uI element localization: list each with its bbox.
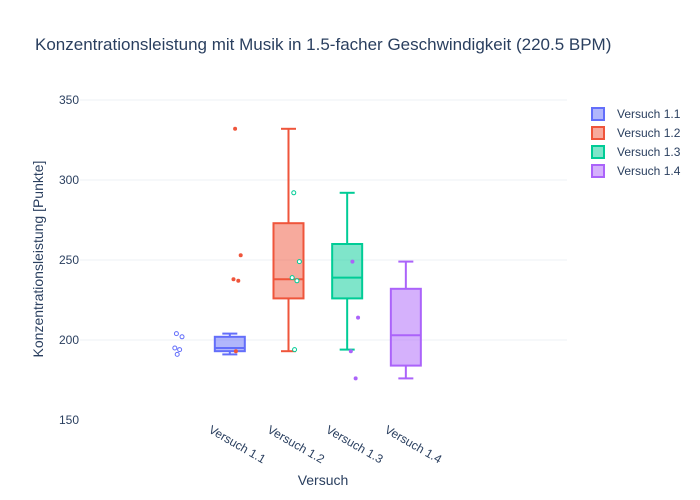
legend-label: Versuch 1.1 [617, 107, 681, 121]
box-iqr [331, 243, 364, 300]
y-tick-label: 300 [59, 173, 79, 187]
data-point [233, 126, 238, 131]
data-point [348, 349, 353, 354]
legend-swatch [591, 126, 605, 140]
legend-swatch [591, 107, 605, 121]
legend-item-3[interactable]: Versuch 1.3 [591, 145, 681, 159]
legend-swatch [591, 145, 605, 159]
box-iqr [389, 287, 422, 367]
data-point [294, 278, 300, 284]
data-point [292, 347, 298, 353]
y-tick-label: 350 [59, 93, 79, 107]
legend-label: Versuch 1.3 [617, 145, 681, 159]
box-3[interactable] [289, 190, 364, 353]
legend-item-1[interactable]: Versuch 1.1 [591, 107, 681, 121]
data-point [177, 347, 183, 353]
legend-label: Versuch 1.2 [617, 126, 681, 140]
data-point [233, 349, 238, 354]
y-tick-label: 150 [59, 413, 79, 427]
data-point [236, 278, 241, 283]
x-axis-title: Versuch [298, 472, 349, 488]
chart-title: Konzentrationsleistung mit Musik in 1.5-… [35, 35, 611, 54]
data-point [231, 277, 236, 282]
data-point [350, 259, 355, 264]
box-iqr [213, 335, 246, 353]
gridlines [80, 99, 567, 341]
data-point [173, 331, 179, 337]
y-tick-label: 200 [59, 333, 79, 347]
data-point [174, 351, 180, 357]
x-tick-label: Versuch 1.1 [206, 422, 268, 466]
data-point [353, 376, 358, 381]
data-point [356, 315, 361, 320]
data-point [238, 253, 243, 258]
y-axis-title: Konzentrationsleistung [Punkte] [30, 161, 46, 358]
x-tick-label: Versuch 1.2 [265, 422, 327, 466]
data-point [291, 190, 297, 196]
data-point [179, 334, 185, 340]
data-point [296, 259, 302, 265]
y-tick-label: 250 [59, 253, 79, 267]
legend-item-2[interactable]: Versuch 1.2 [591, 126, 681, 140]
data-point [289, 275, 295, 281]
data-point [172, 345, 178, 351]
x-tick-label: Versuch 1.4 [382, 422, 444, 466]
box-4[interactable] [348, 259, 422, 381]
x-tick-label: Versuch 1.3 [324, 422, 386, 466]
boxes [172, 126, 422, 381]
legend-label: Versuch 1.4 [617, 164, 681, 178]
box-2[interactable] [231, 126, 305, 354]
y-tick-labels: 150 200 250 300 350 [59, 93, 79, 427]
legend-item-4[interactable]: Versuch 1.4 [591, 164, 681, 178]
legend-swatch [591, 164, 605, 178]
box-1[interactable] [172, 331, 246, 357]
legend[interactable]: Versuch 1.1 Versuch 1.2 Versuch 1.3 Versuch… [591, 107, 681, 178]
